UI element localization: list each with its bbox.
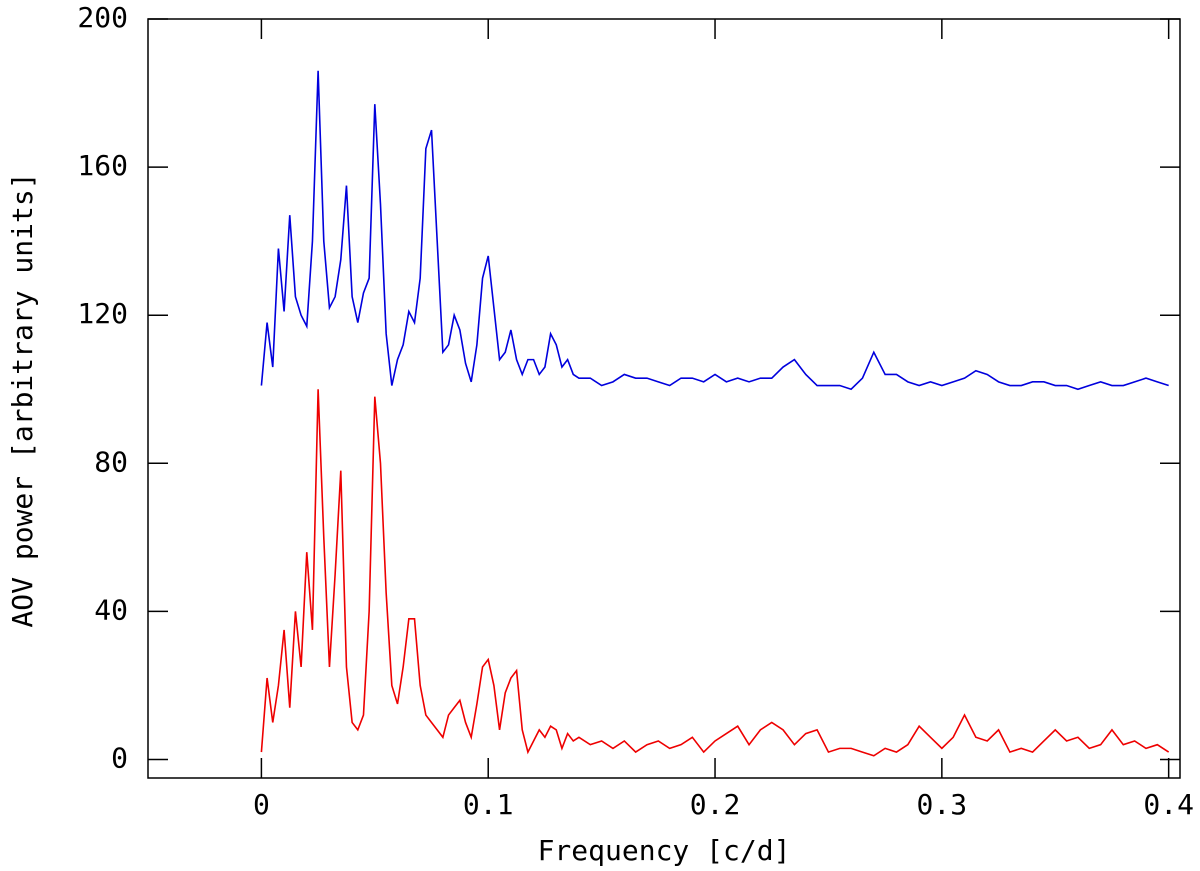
x-tick-label: 0 [253, 788, 270, 821]
y-axis-label: AOV power [arbitrary units] [6, 172, 39, 627]
y-tick-label: 0 [111, 741, 128, 774]
y-tick-label: 200 [77, 1, 128, 34]
x-tick-label: 0.2 [690, 788, 741, 821]
y-tick-label: 120 [77, 297, 128, 330]
x-tick-label: 0.1 [463, 788, 514, 821]
x-tick-label: 0.4 [1143, 788, 1194, 821]
plot-frame [147, 18, 1181, 779]
y-tick-label: 40 [94, 593, 128, 626]
y-tick-label: 160 [77, 149, 128, 182]
x-axis-label: Frequency [c/d] [538, 834, 791, 867]
x-tick-label: 0.3 [917, 788, 968, 821]
data-line [260, 389, 1170, 757]
y-tick-label: 80 [94, 445, 128, 478]
data-line [260, 70, 1169, 391]
